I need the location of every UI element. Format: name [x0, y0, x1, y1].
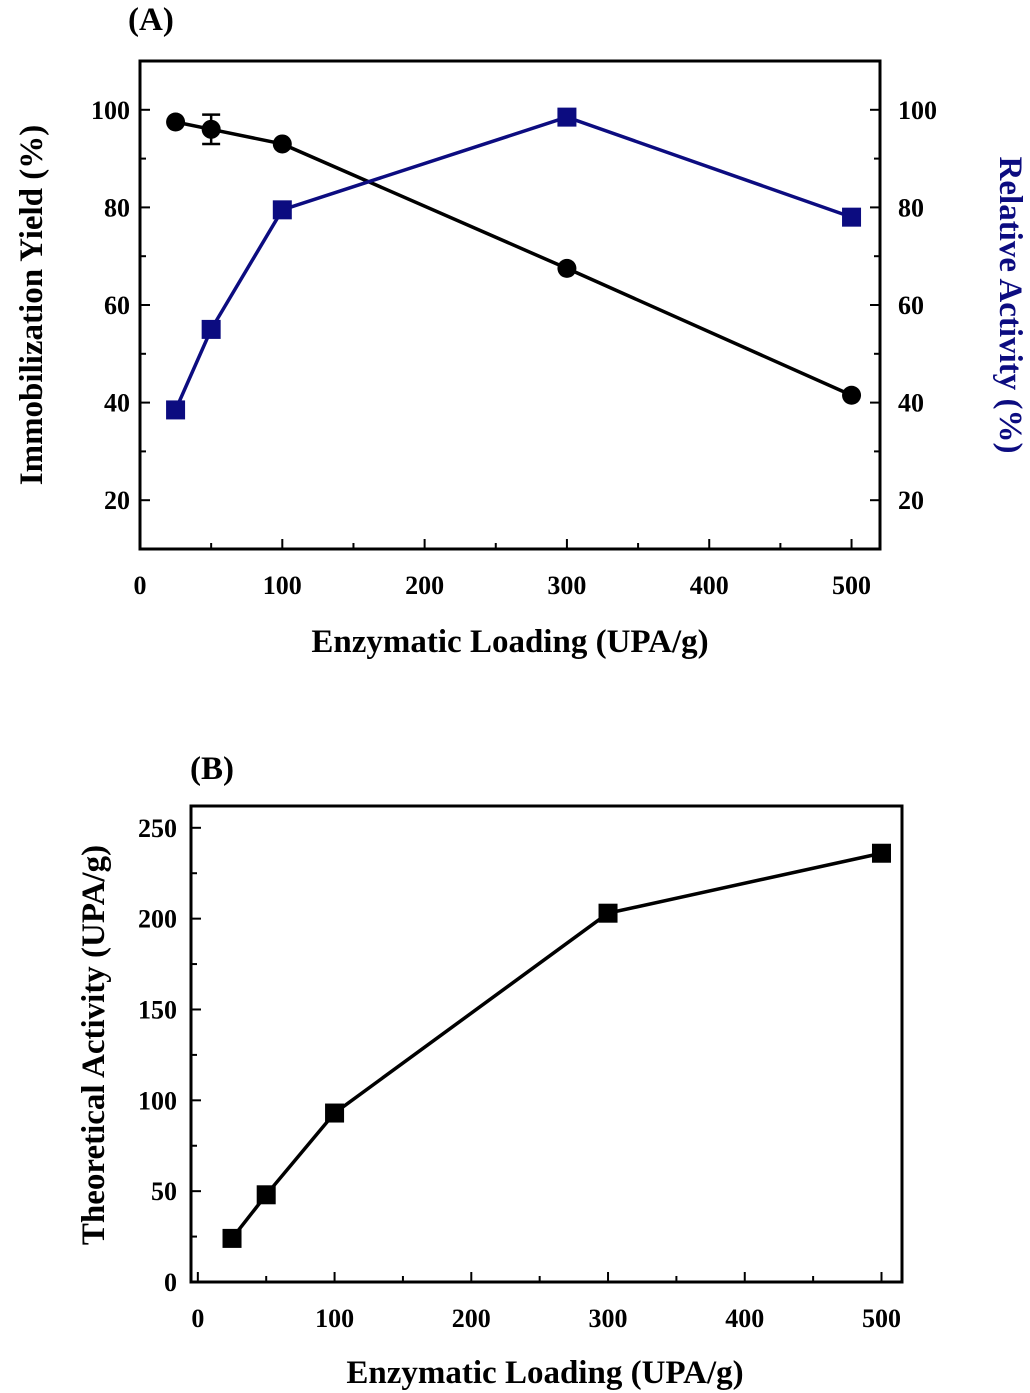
chart-b-x-tick-label: 300: [589, 1304, 628, 1333]
chart-a-left-tick-label: 80: [104, 193, 130, 222]
chart-b-y-tick-label: 50: [151, 1177, 177, 1206]
chart-b-x-tick-label: 400: [725, 1304, 764, 1333]
chart-b-y-tick-label: 250: [138, 814, 177, 843]
chart-a-marks: [166, 107, 862, 420]
chart-a-right-tick-label: 60: [898, 291, 924, 320]
chart-b-y-tick-label: 200: [138, 905, 177, 934]
chart-a-left-tick-label: 40: [104, 389, 130, 418]
chart-b-plot-frame: [189, 804, 904, 1284]
panel-b-label: (B): [190, 751, 234, 787]
chart-a-yield-point: [201, 119, 221, 139]
chart-a: (A) 0 100 200 300 400 500 20 20 40 40 60 60 80 80 100 1…: [14, 2, 1028, 660]
chart-b-x-axis-title: Enzymatic Loading (UPA/g): [346, 1355, 743, 1391]
chart-a-right-tick-label: 40: [898, 389, 924, 418]
chart-b-y-tick-label: 100: [138, 1086, 177, 1115]
chart-a-right-axis-title: Relative Activity (%): [992, 157, 1028, 454]
chart-b-y-axis-title: Theoretical Activity (UPA/g): [76, 845, 112, 1245]
chart-b-y-tick-label: 150: [138, 995, 177, 1024]
chart-a-right-tick-label: 100: [898, 96, 937, 125]
chart-a-x-tick-label: 500: [832, 571, 871, 600]
chart-b-x-tick-label: 0: [191, 1304, 204, 1333]
chart-a-left-tick-label: 20: [104, 486, 130, 515]
chart-a-activity-point: [201, 319, 221, 339]
chart-b-activity-line: [230, 851, 882, 1240]
chart-a-activity-point: [272, 200, 292, 220]
chart-a-left-tick-label: 100: [91, 96, 130, 125]
chart-b-activity-point: [871, 843, 891, 863]
chart-a-activity-point: [166, 400, 186, 420]
chart-a-yield-point: [842, 385, 862, 405]
chart-b-x-tick-label: 100: [315, 1304, 354, 1333]
chart-b-ticks: 0 100 200 300 400 500 0 50 100 150 200 250: [138, 814, 901, 1333]
chart-a-activity-line: [173, 115, 853, 411]
chart-a-right-tick-label: 20: [898, 486, 924, 515]
chart-b: (B) 0 100 200 300 400 500 0 50 100 150 200 250 Enzy…: [76, 751, 904, 1391]
chart-b-x-tick-label: 500: [862, 1304, 901, 1333]
chart-a-x-tick-label: 400: [690, 571, 729, 600]
chart-b-activity-point: [598, 903, 618, 923]
chart-a-left-tick-label: 60: [104, 291, 130, 320]
chart-b-activity-point: [325, 1103, 345, 1123]
chart-a-x-tick-label: 200: [405, 571, 444, 600]
chart-a-left-axis-title: Immobilization Yield (%): [14, 125, 50, 486]
chart-b-marks: [222, 843, 891, 1248]
chart-a-x-tick-label: 100: [263, 571, 302, 600]
chart-b-activity-point: [222, 1228, 242, 1248]
chart-a-x-axis-title: Enzymatic Loading (UPA/g): [311, 624, 708, 660]
panel-a-label: (A): [128, 2, 174, 38]
chart-b-x-tick-label: 200: [452, 1304, 491, 1333]
chart-a-yield-line: [175, 120, 853, 397]
chart-a-activity-point: [557, 107, 577, 127]
chart-a-x-tick-label: 0: [134, 571, 147, 600]
chart-b-y-tick-label: 0: [164, 1268, 177, 1297]
chart-a-right-tick-label: 80: [898, 193, 924, 222]
chart-a-x-tick-label: 300: [547, 571, 586, 600]
chart-a-ticks: 0 100 200 300 400 500 20 20 40 40 60 60 80 80 100 100: [91, 96, 937, 600]
chart-a-yield-point: [166, 112, 186, 132]
chart-b-activity-point: [256, 1185, 276, 1205]
chart-a-yield-point: [557, 258, 577, 278]
chart-a-yield-point: [272, 134, 292, 154]
chart-a-activity-point: [842, 207, 862, 227]
